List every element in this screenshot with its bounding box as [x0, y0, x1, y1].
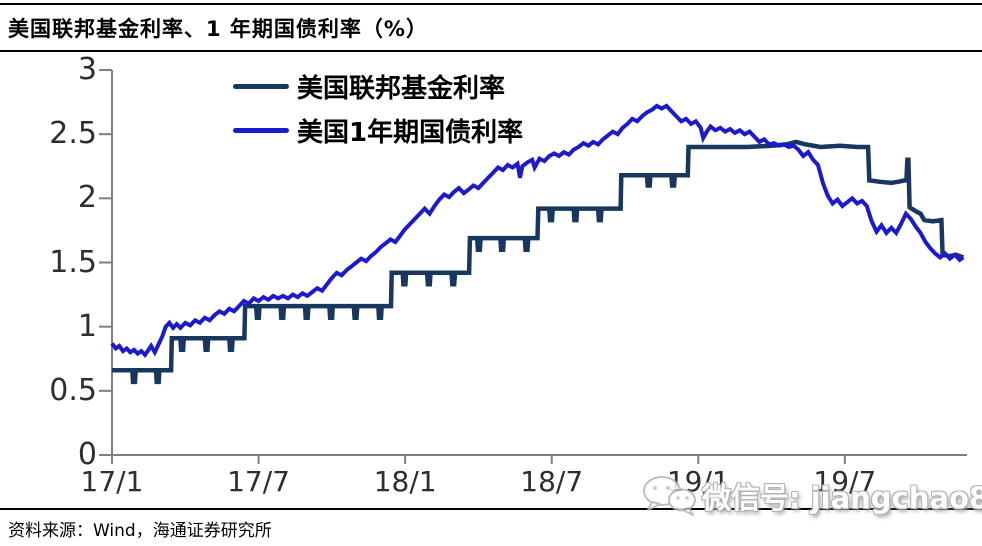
legend-swatch-treasury-1y [233, 127, 289, 133]
legend-label-fed-funds: 美国联邦基金利率 [297, 73, 506, 104]
y-tick-label: 0.5 [49, 372, 97, 408]
y-tick-label: 2.5 [49, 116, 97, 152]
y-tick-label: 3 [77, 52, 97, 87]
footer-divider [0, 508, 982, 510]
x-tick-label: 19/7 [813, 465, 877, 498]
x-tick-label: 18/7 [520, 465, 584, 498]
legend-item-fed-funds: 美国联邦基金利率 [233, 64, 523, 108]
y-tick-label: 1.5 [49, 244, 97, 280]
x-tick-label: 17/1 [80, 465, 144, 498]
x-tick-label: 17/7 [227, 465, 290, 498]
y-tick-label: 0 [77, 437, 97, 472]
top-divider [0, 3, 982, 5]
title-divider [0, 50, 982, 52]
legend-item-treasury-1y: 美国1年期国债利率 [233, 108, 523, 152]
fed-funds-line [112, 139, 965, 385]
y-tick-label: 1 [77, 308, 97, 344]
chart-title: 美国联邦基金利率、1 年期国债利率（%） [8, 17, 428, 41]
legend-swatch-fed-funds [233, 83, 289, 89]
y-tick-label: 2 [77, 180, 97, 216]
legend-label-treasury-1y: 美国1年期国债利率 [297, 117, 524, 148]
treasury-1y-line [110, 103, 965, 359]
x-tick-label: 18/1 [373, 465, 437, 498]
x-tick-label: 19/1 [666, 465, 730, 498]
source-note: 资料来源：Wind，海通证券研究所 [8, 521, 272, 541]
chart-legend: 美国联邦基金利率 美国1年期国债利率 [233, 64, 523, 152]
